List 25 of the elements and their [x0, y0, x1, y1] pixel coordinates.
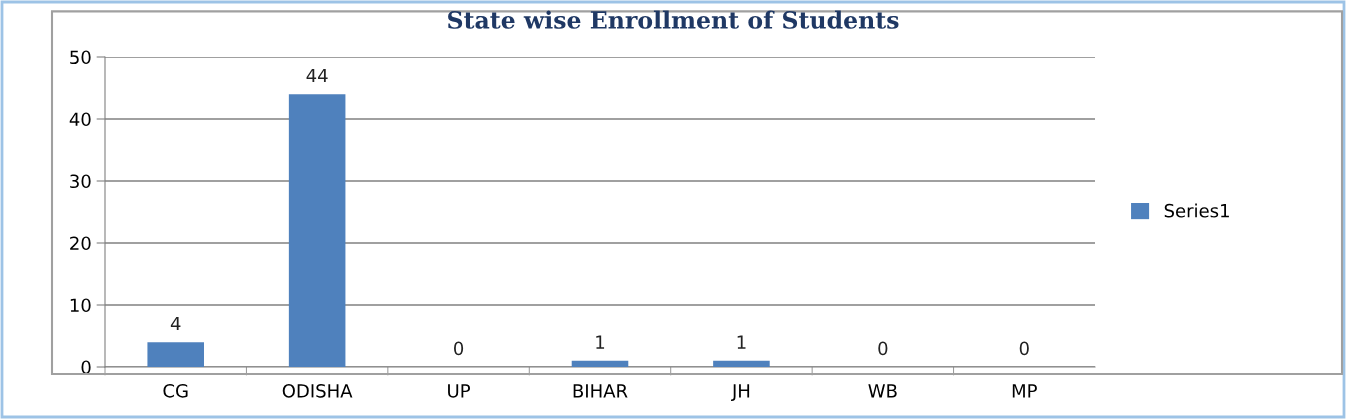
bar: [713, 360, 770, 367]
bar: [571, 360, 629, 367]
bar: [147, 342, 204, 367]
x-tick-label: ODISHA: [282, 383, 353, 398]
y-tick-label: 30: [70, 174, 91, 189]
x-tick-label: BIHAR: [573, 384, 628, 398]
data-label: 1: [596, 335, 605, 349]
data-label: 0: [454, 341, 464, 356]
data-label: 1: [737, 335, 746, 349]
y-tick-label: 40: [69, 112, 91, 127]
x-tick-label: MP: [1012, 384, 1037, 398]
x-tick-label: CG: [163, 383, 188, 398]
x-tick-label: JH: [731, 384, 750, 401]
data-label: 0: [878, 341, 888, 356]
y-tick-label: 20: [70, 236, 91, 251]
x-tick-label: WB: [868, 384, 897, 398]
data-label: 4: [170, 316, 181, 331]
x-tick-label: UP: [448, 384, 471, 398]
y-tick-label: 50: [70, 50, 91, 65]
data-label: 0: [1019, 341, 1029, 356]
bar: [288, 94, 346, 367]
y-tick-label: 10: [70, 298, 91, 313]
chart-title: State wise Enrollment of Students: [448, 10, 899, 29]
data-label: 44: [306, 68, 328, 83]
legend-label: Series1: [1164, 203, 1229, 218]
